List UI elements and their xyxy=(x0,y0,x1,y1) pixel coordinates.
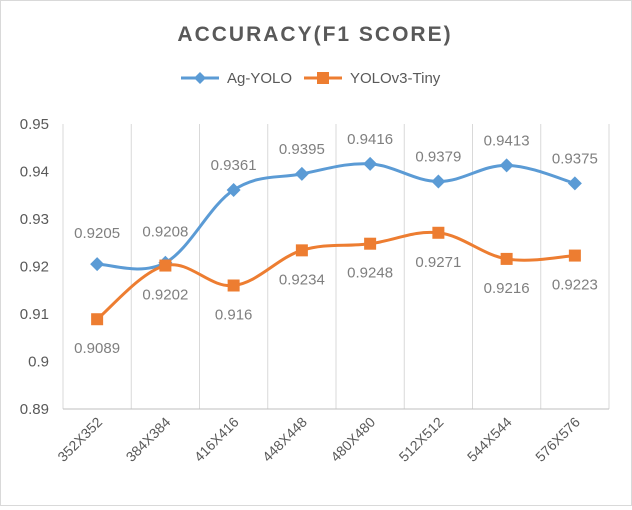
data-label-ag-yolo: 0.9375 xyxy=(552,150,598,167)
point-square-yolov3-tiny xyxy=(432,226,445,239)
data-label-yolov3-tiny: 0.9089 xyxy=(74,340,120,357)
data-label-yolov3-tiny: 0.9248 xyxy=(347,265,393,282)
y-tick-label: 0.89 xyxy=(20,401,49,418)
data-labels: 0.9205 0.9208 0.9361 0.9395 0.9416 0.9379 0.94… xyxy=(74,131,598,357)
point-diamond-ag-yolo xyxy=(567,176,582,191)
x-tick-label: 480X480 xyxy=(327,414,378,465)
data-label-ag-yolo: 0.9205 xyxy=(74,225,120,242)
data-label-ag-yolo: 0.9379 xyxy=(415,148,461,165)
point-diamond-ag-yolo xyxy=(294,166,309,181)
legend-item-ag-yolo: Ag-YOLO xyxy=(181,70,292,87)
x-tick-label: 352X352 xyxy=(54,414,105,465)
data-label-yolov3-tiny: 0.9202 xyxy=(142,287,188,304)
series-markers xyxy=(90,156,582,326)
legend: Ag-YOLO YOLOv3-Tiny xyxy=(181,70,441,87)
point-square-yolov3-tiny xyxy=(91,313,104,326)
data-label-yolov3-tiny: 0.9234 xyxy=(279,271,325,288)
point-diamond-ag-yolo xyxy=(363,156,378,171)
y-axis-ticks: 0.89 0.9 0.91 0.92 0.93 0.94 0.95 xyxy=(20,116,49,418)
legend-label-yolov3-tiny: YOLOv3-Tiny xyxy=(350,70,441,87)
point-square-yolov3-tiny xyxy=(500,252,513,265)
legend-diamond-icon xyxy=(194,72,206,84)
point-square-yolov3-tiny xyxy=(295,244,308,257)
point-square-yolov3-tiny xyxy=(364,237,377,250)
y-tick-label: 0.94 xyxy=(20,164,49,181)
point-square-yolov3-tiny xyxy=(568,249,581,262)
x-tick-label: 544X544 xyxy=(464,414,515,465)
legend-label-ag-yolo: Ag-YOLO xyxy=(227,70,292,87)
vertical-gridlines xyxy=(62,124,610,409)
y-tick-label: 0.9 xyxy=(28,354,49,371)
point-square-yolov3-tiny xyxy=(159,259,172,272)
data-label-ag-yolo: 0.9361 xyxy=(211,157,257,174)
x-tick-label: 512X512 xyxy=(396,414,447,465)
x-tick-label: 384X384 xyxy=(123,414,174,465)
y-tick-label: 0.95 xyxy=(20,116,49,133)
y-tick-label: 0.92 xyxy=(20,259,49,276)
x-axis-ticks: 352X352 384X384 416X416 448X448 480X480 512X5… xyxy=(54,414,583,465)
point-diamond-ag-yolo xyxy=(431,174,446,189)
data-label-ag-yolo: 0.9416 xyxy=(347,131,393,148)
point-diamond-ag-yolo xyxy=(90,257,105,272)
y-tick-label: 0.91 xyxy=(20,306,49,323)
data-label-ag-yolo: 0.9208 xyxy=(142,224,188,241)
point-diamond-ag-yolo xyxy=(499,158,514,173)
data-label-yolov3-tiny: 0.9271 xyxy=(415,254,461,271)
series-line-ag-yolo xyxy=(95,162,577,271)
x-tick-label: 576X576 xyxy=(532,414,583,465)
chart-title: ACCURACY(F1 SCORE) xyxy=(177,23,452,46)
data-label-yolov3-tiny: 0.9223 xyxy=(552,277,598,294)
legend-square-icon xyxy=(317,72,329,84)
y-tick-label: 0.93 xyxy=(20,211,49,228)
legend-item-yolov3-tiny: YOLOv3-Tiny xyxy=(304,70,441,87)
data-label-yolov3-tiny: 0.9216 xyxy=(484,280,530,297)
data-label-yolov3-tiny: 0.916 xyxy=(215,307,253,324)
x-tick-label: 448X448 xyxy=(259,414,310,465)
data-label-ag-yolo: 0.9413 xyxy=(484,132,530,149)
x-tick-label: 416X416 xyxy=(191,414,242,465)
data-label-ag-yolo: 0.9395 xyxy=(279,141,325,158)
point-diamond-ag-yolo xyxy=(226,183,241,198)
point-square-yolov3-tiny xyxy=(227,279,240,292)
